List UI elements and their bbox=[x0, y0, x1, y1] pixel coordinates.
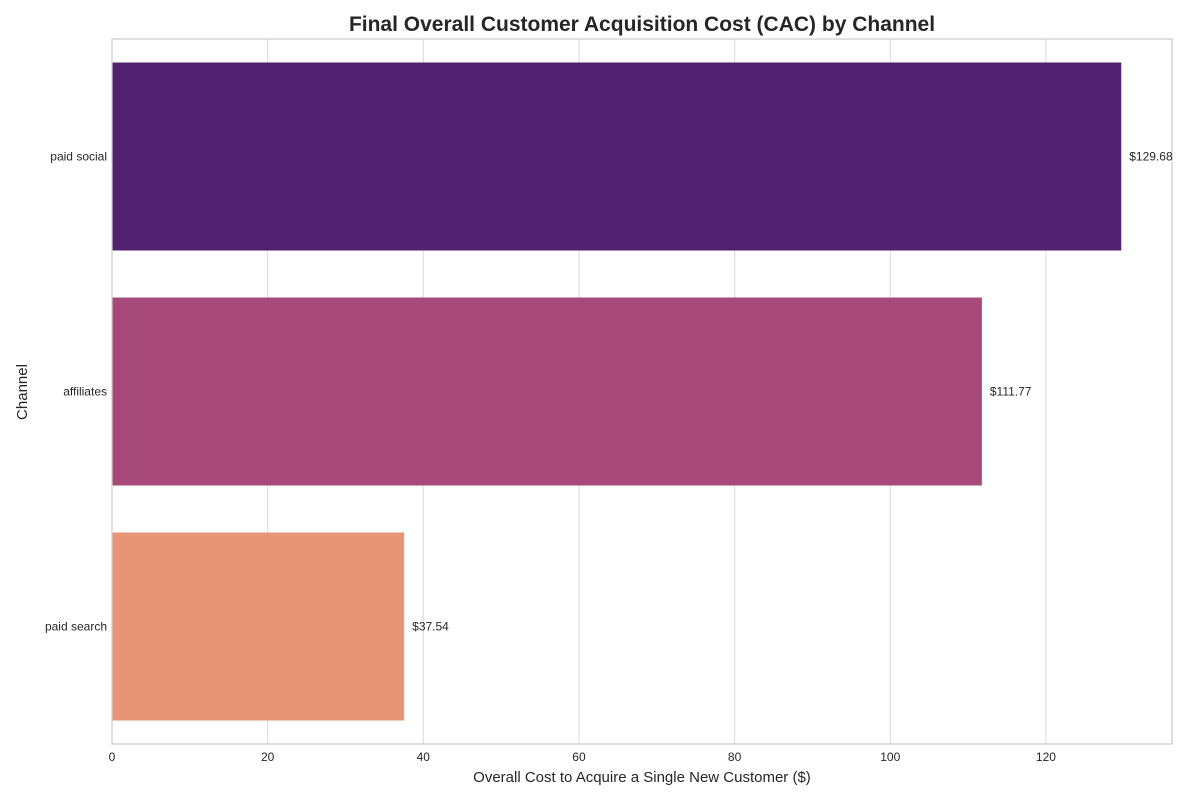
x-tick-label: 120 bbox=[1036, 750, 1056, 764]
x-tick-label: 60 bbox=[572, 750, 586, 764]
x-axis-ticks: 0 20 40 60 80 100 120 bbox=[109, 750, 1057, 764]
x-tick-label: 40 bbox=[417, 750, 431, 764]
x-tick-label: 0 bbox=[109, 750, 116, 764]
y-axis-label: Channel bbox=[14, 364, 31, 420]
bar-affiliates bbox=[112, 297, 982, 486]
x-axis-label: Overall Cost to Acquire a Single New Cus… bbox=[473, 769, 811, 786]
bar-value-label: $111.77 bbox=[990, 385, 1032, 399]
bars bbox=[112, 62, 1122, 721]
bar-value-label: $129.68 bbox=[1129, 150, 1173, 164]
x-tick-label: 100 bbox=[880, 750, 900, 764]
data-labels: $129.68 $111.77 $37.54 bbox=[412, 150, 1173, 634]
bar-paid-social bbox=[112, 62, 1122, 251]
x-tick-label: 20 bbox=[261, 750, 275, 764]
bar-value-label: $37.54 bbox=[412, 620, 449, 634]
plot-frame bbox=[111, 38, 1173, 745]
y-tick-label: paid search bbox=[45, 620, 107, 634]
chart-title: Final Overall Customer Acquisition Cost … bbox=[349, 13, 935, 36]
y-tick-label: paid social bbox=[50, 150, 107, 164]
x-tick-label: 80 bbox=[728, 750, 742, 764]
bar-paid-search bbox=[112, 532, 405, 721]
y-tick-label: affiliates bbox=[63, 385, 107, 399]
y-axis-ticks: paid social affiliates paid search bbox=[45, 150, 107, 634]
